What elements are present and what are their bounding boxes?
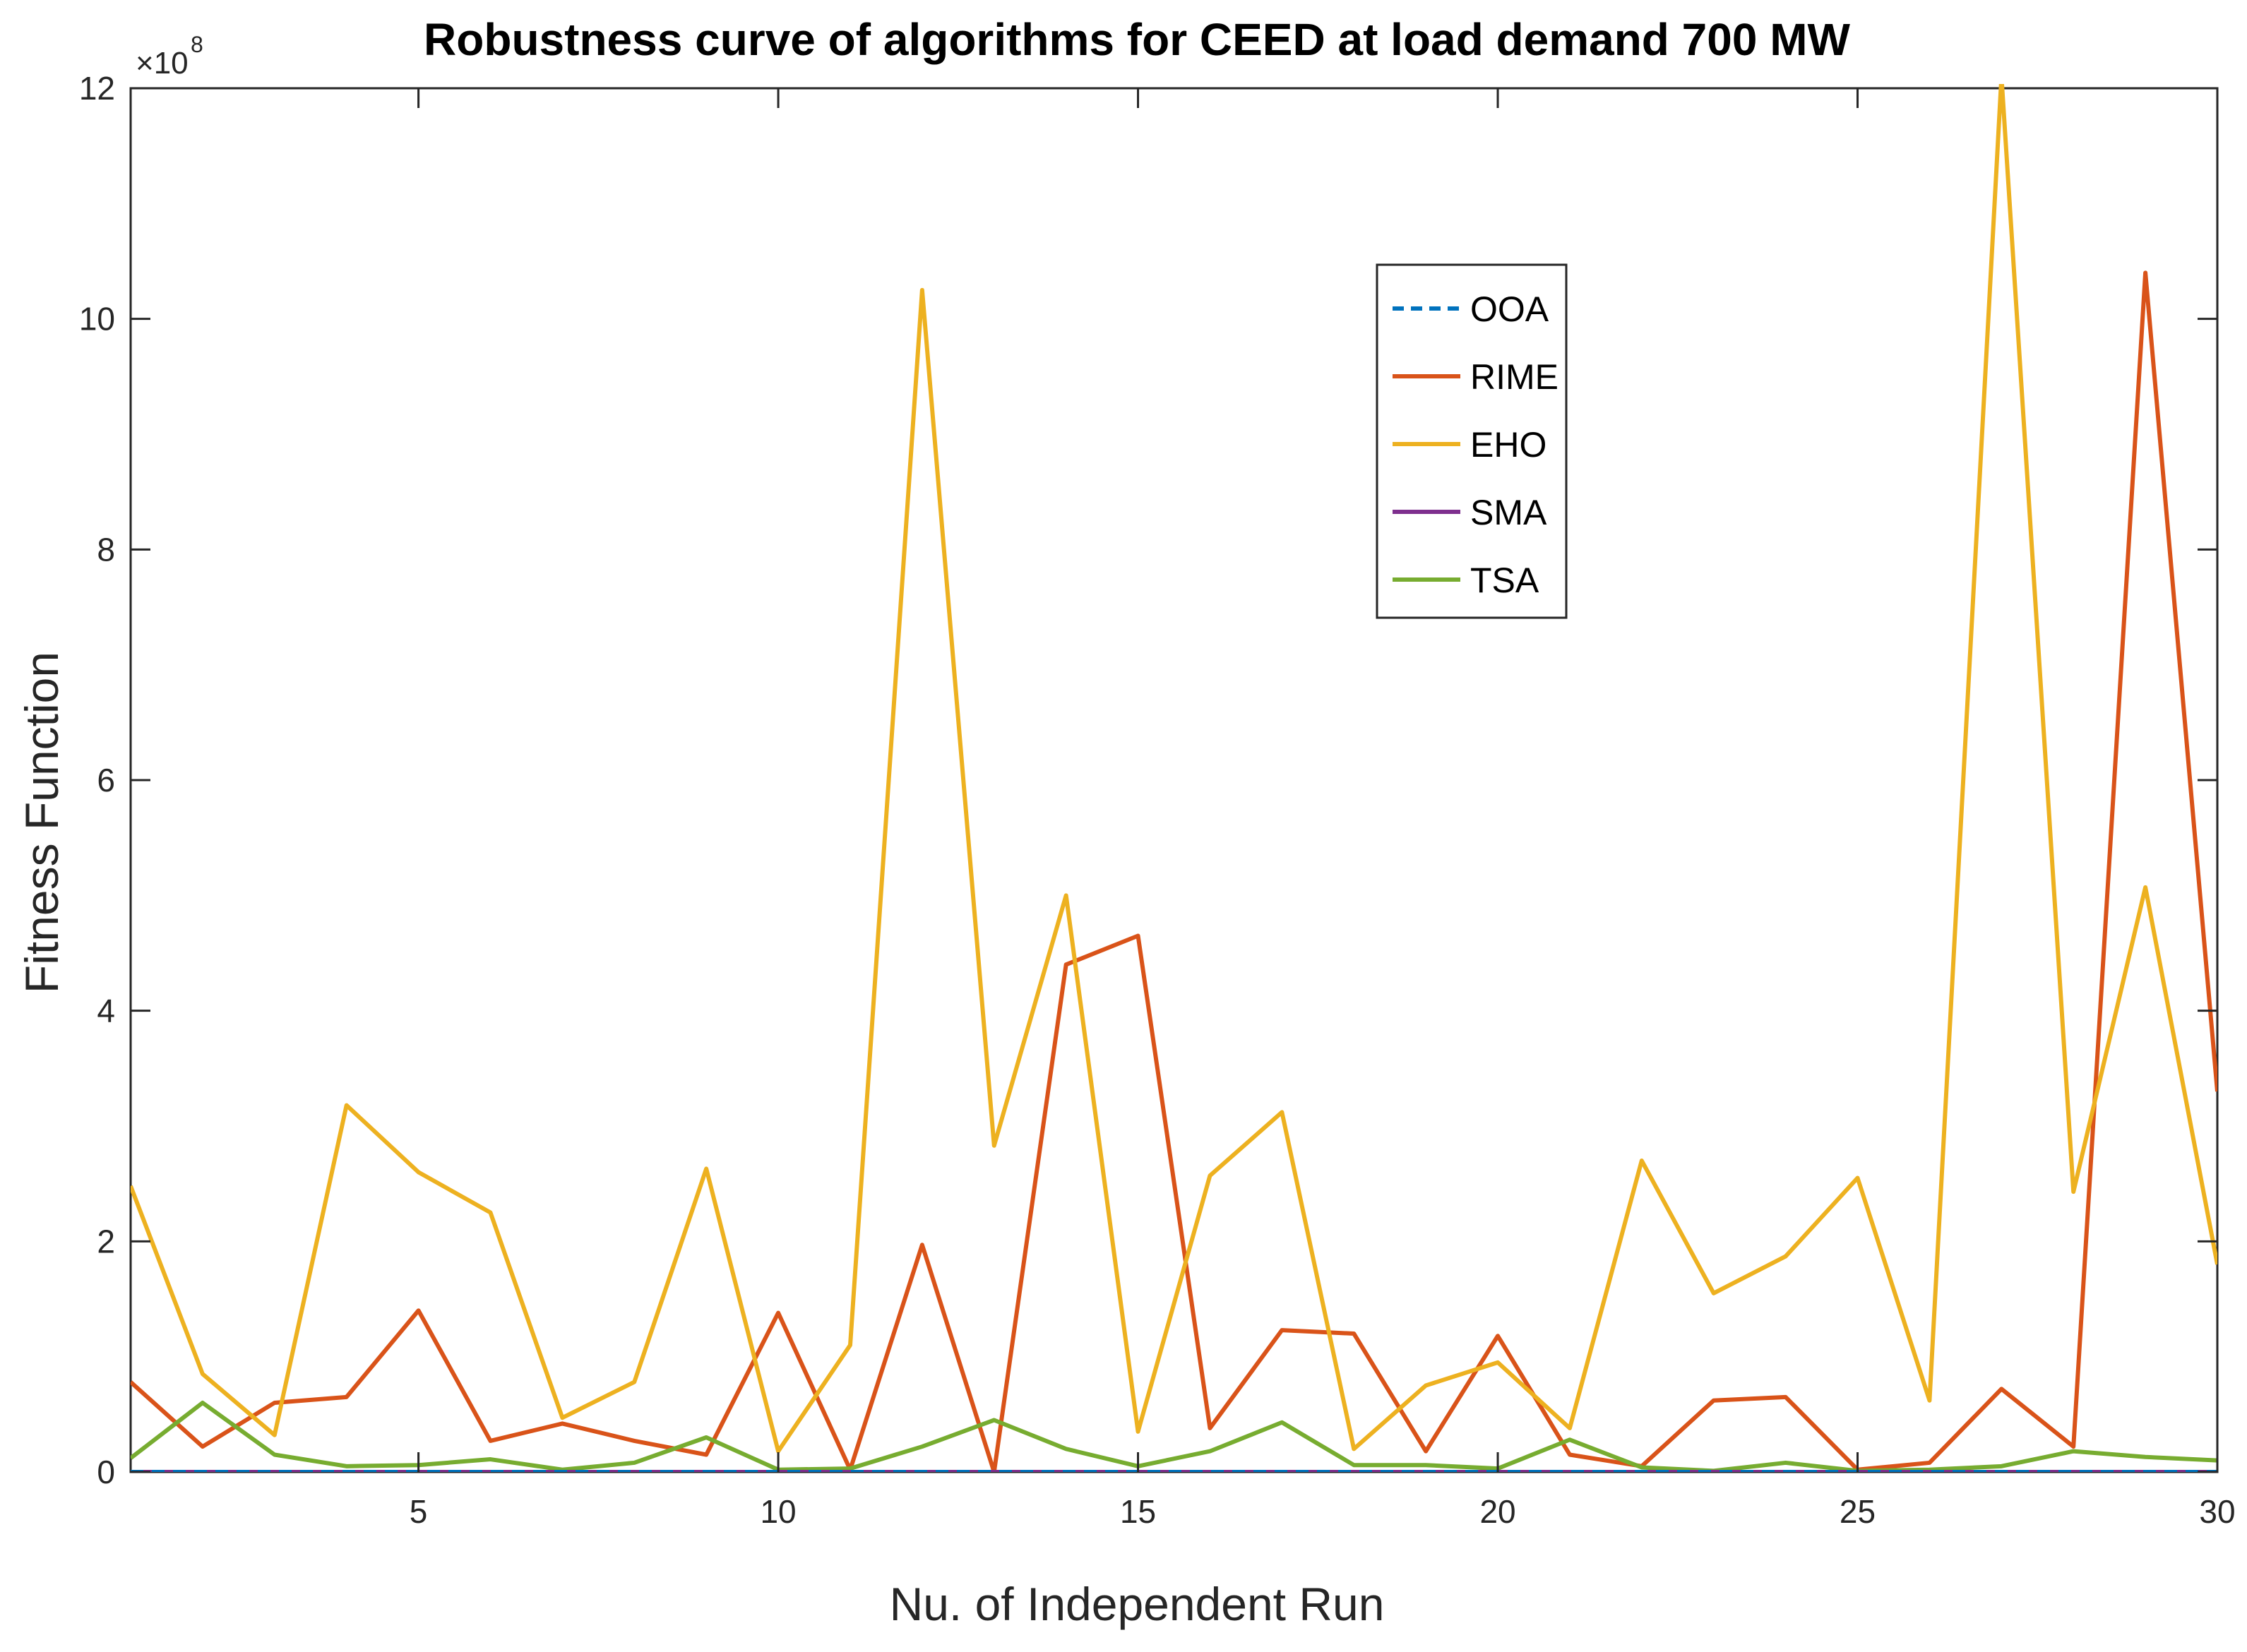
legend-box [1376, 263, 1568, 619]
y-multiplier-base: ×10 [136, 46, 189, 80]
x-tick-label: 30 [2199, 1493, 2235, 1530]
x-tick-label: 25 [1840, 1493, 1876, 1530]
legend-label-ooa: OOA [1470, 289, 1549, 329]
series-lines [131, 84, 2217, 1472]
y-tick-label: 6 [97, 762, 115, 798]
legend-label-eho: EHO [1470, 425, 1546, 465]
x-tick-label: 20 [1479, 1493, 1515, 1530]
legend-label-sma: SMA [1470, 493, 1547, 532]
chart-title: Robustness curve of algorithms for CEED … [424, 14, 1851, 65]
y-tick-label: 10 [79, 301, 115, 337]
tick-labels: 5 10 15 20 25 30 0 2 4 6 8 10 12 [79, 70, 2236, 1530]
y-tick-label: 12 [79, 70, 115, 107]
y-multiplier: ×10 8 [136, 32, 203, 80]
series-line-eho [131, 84, 2217, 1454]
x-tick-label: 10 [760, 1493, 796, 1530]
x-axis-label: Nu. of Independent Run [890, 1578, 1385, 1630]
y-tick-label: 0 [97, 1454, 115, 1490]
y-multiplier-exponent: 8 [191, 32, 203, 57]
legend: OOA RIME EHO SMA TSA [1376, 263, 1568, 619]
plot-box [129, 87, 2219, 1473]
x-tick-label: 15 [1120, 1493, 1156, 1530]
y-axis-label: Fitness Function [16, 652, 68, 993]
axes-frame [129, 87, 2219, 1473]
y-tick-label: 2 [97, 1223, 115, 1259]
y-tick-label: 8 [97, 531, 115, 568]
y-tick-label: 4 [97, 993, 115, 1029]
legend-label-rime: RIME [1470, 357, 1558, 397]
x-tick-label: 5 [410, 1493, 428, 1530]
legend-label-tsa: TSA [1470, 561, 1539, 600]
